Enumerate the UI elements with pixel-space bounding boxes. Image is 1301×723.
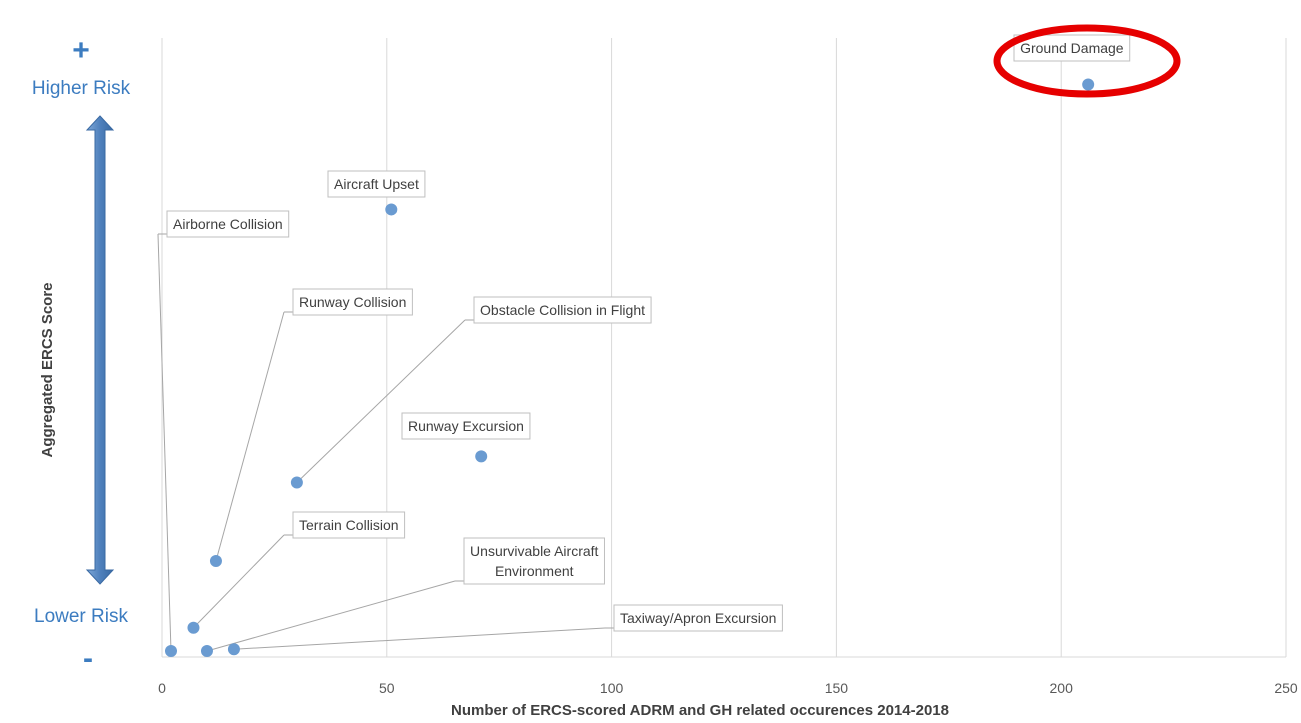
x-tick-label: 0	[158, 680, 166, 696]
data-label: Taxiway/Apron Excursion	[613, 604, 783, 632]
leader-line	[233, 627, 606, 650]
data-label-text: Obstacle Collision in Flight	[480, 302, 645, 318]
ground-damage-highlight-ring	[993, 24, 1181, 98]
data-label-text: Ground Damage	[1020, 40, 1124, 56]
data-point	[1082, 78, 1095, 91]
data-point	[385, 203, 398, 216]
data-point	[164, 645, 177, 657]
x-tick-labels: 0 50 100 150 200 250	[158, 680, 1298, 696]
data-label: Runway Excursion	[401, 412, 531, 440]
data-point	[209, 554, 222, 567]
leader-lines	[157, 233, 614, 652]
data-label-text: Taxiway/Apron Excursion	[620, 610, 776, 626]
x-axis-title: Number of ERCS-scored ADRM and GH relate…	[451, 702, 949, 719]
data-point	[200, 645, 213, 657]
x-tick-label: 150	[825, 680, 849, 696]
x-tick-label: 250	[1274, 680, 1298, 696]
y-axis-title: Aggregated ERCS Score	[39, 282, 56, 457]
data-label: Ground Damage	[1013, 34, 1131, 62]
data-label: Runway Collision	[292, 288, 413, 316]
data-label: Unsurvivable Aircraft Environment	[463, 537, 605, 585]
higher-risk-sign: +	[72, 34, 90, 67]
data-label-text: Environment	[495, 563, 574, 579]
leader-line	[215, 311, 285, 562]
data-points	[164, 78, 1095, 657]
x-tick-label: 200	[1050, 680, 1074, 696]
data-label-text: Unsurvivable Aircraft	[470, 543, 598, 559]
risk-double-arrow	[85, 115, 115, 585]
data-point	[187, 621, 200, 634]
leader-line	[206, 580, 456, 652]
data-point	[227, 643, 240, 656]
gridlines	[161, 38, 1287, 658]
data-label-text: Aircraft Upset	[334, 176, 419, 192]
lower-risk-label: Lower Risk	[34, 606, 128, 627]
data-label: Terrain Collision	[292, 511, 406, 539]
data-label-text: Runway Collision	[299, 294, 406, 310]
data-label: Aircraft Upset	[327, 170, 426, 198]
x-tick-label: 100	[600, 680, 624, 696]
data-label: Airborne Collision	[166, 210, 290, 238]
risk-scale: + Higher Risk Lower Risk -	[32, 34, 131, 675]
data-label-text: Runway Excursion	[408, 418, 524, 434]
leader-line	[296, 319, 466, 483]
x-tick-label: 50	[379, 680, 395, 696]
data-label-text: Airborne Collision	[173, 216, 283, 232]
data-label: Obstacle Collision in Flight	[473, 296, 652, 324]
data-point	[475, 450, 488, 463]
data-label-text: Terrain Collision	[299, 517, 399, 533]
lower-risk-sign: -	[83, 642, 93, 675]
data-labels: Ground Damage Aircraft Upset Airborne Coll…	[166, 34, 1131, 632]
higher-risk-label: Higher Risk	[32, 78, 131, 99]
data-point	[290, 476, 303, 489]
leader-line	[193, 534, 285, 629]
leader-line	[157, 233, 172, 652]
